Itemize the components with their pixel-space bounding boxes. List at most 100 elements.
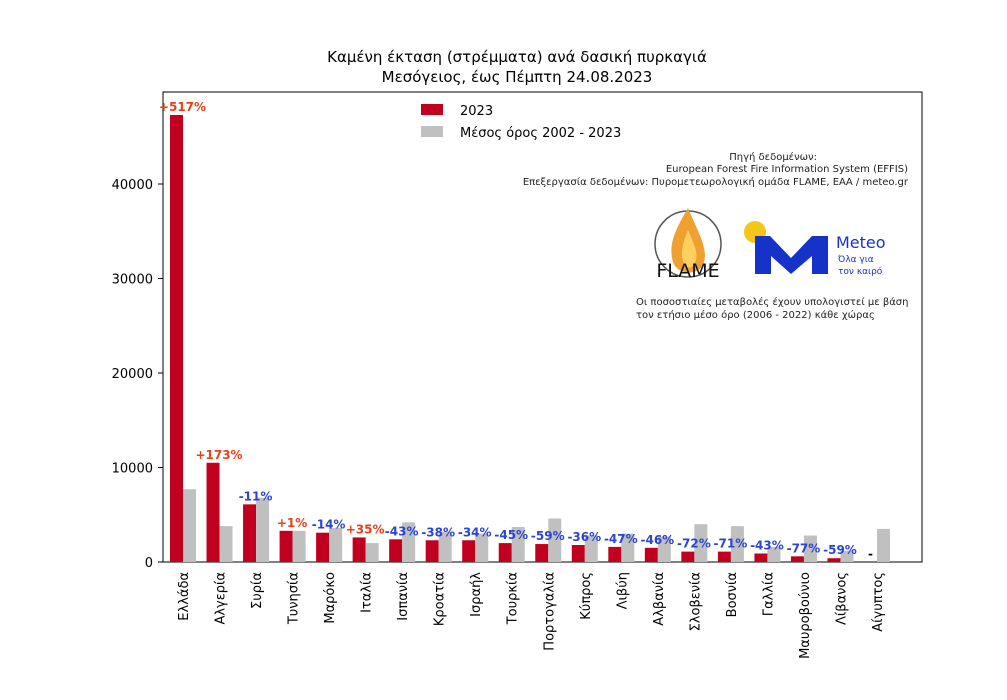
data-label: -59% (531, 529, 565, 543)
x-tick-label: Ελλάδα (177, 572, 192, 621)
data-label: -71% (714, 537, 748, 551)
y-tick-label: 20000 (112, 367, 153, 382)
processing-text: Επεξεργασία δεδομένων: Πυρομετεωρολογική… (523, 176, 909, 188)
bar-average (475, 533, 489, 562)
source-annotation: Πηγή δεδομένων: European Forest Fire Inf… (523, 151, 909, 188)
data-label: -36% (567, 530, 601, 544)
data-label: +1% (277, 516, 307, 530)
x-tick-label: Αλβανία (652, 572, 667, 626)
data-label: +517% (159, 100, 206, 114)
source-text: European Forest Fire Information System … (666, 164, 908, 175)
x-tick-label: Μαυροβούνιο (798, 572, 813, 659)
meteo-logo-name: Meteo (836, 233, 886, 252)
bar-2023 (535, 544, 549, 562)
data-label: -14% (312, 518, 346, 532)
bar-2023 (681, 551, 695, 562)
meteo-logo: Meteo Όλα για τον καιρό (744, 221, 886, 277)
bar-2023 (827, 558, 841, 562)
bar-average (548, 518, 562, 562)
x-tick-label: Γαλλία (761, 572, 776, 616)
bar-2023 (316, 532, 330, 562)
bar-average (694, 524, 708, 562)
flame-logo-text: FLAME (656, 260, 719, 282)
data-label: -43% (750, 538, 784, 552)
x-tick-label: Μαρόκο (323, 572, 338, 624)
bar-average (511, 527, 525, 562)
bar-average (256, 497, 270, 562)
x-tick-label: Αίγυπτος (871, 572, 886, 632)
x-tick-label: Τυνησία (287, 572, 302, 625)
x-tick-label: Ισραήλ (469, 572, 484, 617)
bar-2023 (243, 504, 257, 562)
bar-average (840, 550, 854, 562)
data-label: -45% (494, 528, 528, 542)
legend: 2023 Μέσος όρος 2002 - 2023 (421, 104, 621, 141)
meteo-logo-tagline-1: Όλα για (837, 254, 874, 265)
bar-average (183, 489, 196, 562)
note-line-2: τον ετήσιο μέσο όρο (2006 - 2022) κάθε χ… (636, 309, 875, 321)
bar-2023 (754, 553, 768, 562)
bar-2023 (170, 115, 183, 562)
bar-average (767, 546, 781, 562)
bar-average (621, 533, 635, 562)
chart-title: Καμένη έκταση (στρέμματα) ανά δασική πυρ… (327, 48, 707, 66)
x-tick-label: Λιβύη (615, 572, 630, 609)
legend-label-average: Μέσος όρος 2002 - 2023 (460, 126, 621, 141)
data-label: -11% (239, 489, 273, 503)
legend-swatch-average (421, 126, 443, 137)
bar-2023 (425, 540, 439, 562)
data-label: +173% (195, 448, 242, 462)
x-tick-label: Σλοβενία (688, 572, 703, 631)
data-label: -46% (640, 533, 674, 547)
x-tick-label: Ιταλία (360, 572, 375, 613)
flame-logo: FLAME (654, 208, 722, 282)
bar-2023 (571, 544, 585, 562)
bar-2023 (608, 546, 622, 562)
bar-average (438, 531, 452, 562)
y-axis: 0 10000 20000 30000 40000 (112, 178, 163, 571)
data-label: -72% (677, 537, 711, 551)
bars: +517%+173%-11%+1% -14% +35% -43% -38% -34% -45… (159, 100, 890, 562)
bar-2023 (644, 547, 658, 562)
x-tick-label: Συρία (250, 572, 265, 609)
x-tick-label: Βοσνία (725, 572, 740, 617)
note-annotation: Οι ποσοστιαίες μεταβολές έχουν υπολογιστ… (636, 296, 909, 321)
x-tick-label: Πορτογαλία (542, 572, 557, 651)
x-tick-label: Κύπρος (579, 572, 594, 620)
bar-2023 (389, 539, 403, 562)
bar-2023 (462, 540, 476, 562)
data-label: -47% (604, 532, 638, 546)
x-tick-label: Λίβανος (834, 572, 849, 625)
data-label: -34% (458, 525, 492, 539)
meteo-logo-tagline-2: τον καιρό (838, 266, 883, 277)
bar-average (329, 527, 343, 562)
bar-2023 (717, 551, 731, 562)
legend-label-2023: 2023 (460, 104, 493, 119)
data-label: -43% (385, 524, 419, 538)
bar-average (730, 526, 744, 562)
y-tick-label: 30000 (112, 273, 153, 288)
bar-2023 (498, 543, 512, 562)
bar-2023 (352, 537, 366, 562)
x-tick-label: Αλγερία (214, 572, 229, 625)
data-label: +35% (346, 522, 385, 536)
bar-average (657, 536, 671, 562)
y-tick-label: 0 (145, 556, 153, 571)
note-line-1: Οι ποσοστιαίες μεταβολές έχουν υπολογιστ… (636, 296, 909, 308)
legend-swatch-2023 (421, 104, 443, 115)
bar-2023 (790, 556, 804, 562)
x-axis: Ελλάδα Αλγερία Συρία Τυνησία Μαρόκο Ιταλία Ισπ… (177, 572, 886, 659)
data-label: -38% (421, 525, 455, 539)
data-label: -59% (823, 543, 857, 557)
x-tick-label: Κροατία (433, 572, 448, 626)
bar-average (292, 530, 306, 562)
bar-average (219, 526, 233, 562)
bar-average (365, 543, 379, 562)
data-label: - (868, 547, 873, 561)
bar-average (584, 535, 598, 562)
bar-2023 (206, 462, 220, 562)
y-tick-label: 10000 (112, 462, 153, 477)
data-label: -77% (787, 541, 821, 555)
bar-2023 (279, 530, 293, 562)
